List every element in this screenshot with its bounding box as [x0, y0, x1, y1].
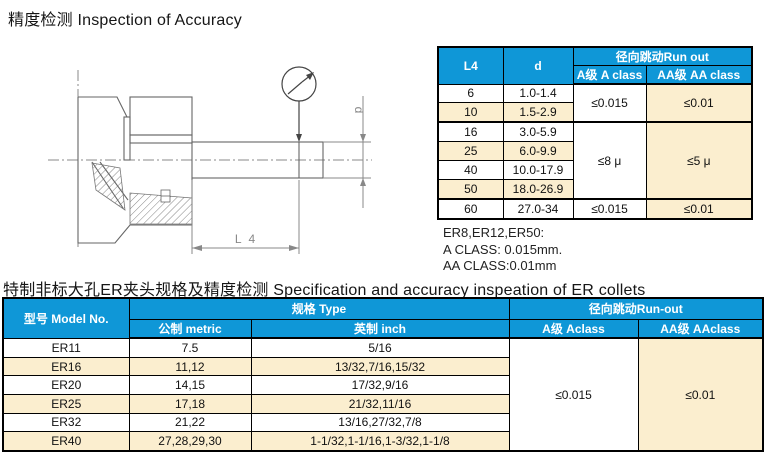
cell-a-class: ≤0.015	[572, 197, 647, 220]
table-row: 60 27.0-34 ≤0.015 ≤0.01	[437, 197, 753, 220]
cell-metric: 27,28,29,30	[128, 431, 252, 452]
cell-d: 1.0-1.4	[502, 83, 574, 104]
cell-a-class: ≤0.015	[572, 83, 647, 123]
note-line: ER8,ER12,ER50:	[443, 225, 545, 240]
cell-metric: 17,18	[128, 393, 252, 414]
dimension-l4	[191, 180, 300, 254]
cell-model: ER16	[2, 356, 130, 377]
cell-d: 6.0-9.9	[502, 141, 574, 162]
dimension-l4-label: L 4	[235, 232, 257, 246]
table-row: ER20 14,15 17/32,9/16	[2, 375, 763, 395]
header-l4: L4	[437, 46, 504, 85]
cell-l4: 40	[437, 160, 504, 180]
note-line: A CLASS: 0.015mm.	[443, 241, 563, 257]
cell-l4: 25	[437, 141, 504, 162]
header-inch: 英制 inch	[250, 318, 510, 339]
cell-aa-class: ≤0.01	[645, 83, 753, 123]
cell-l4: 6	[437, 83, 504, 104]
cell-inch: 13/32,7/16,15/32	[250, 356, 510, 377]
table-row: 6 1.0-1.4 ≤0.015 ≤0.01	[437, 83, 753, 123]
cell-model: ER20	[2, 375, 130, 395]
cell-l4: 60	[437, 197, 504, 220]
header-a-class: A级 A class	[572, 65, 647, 85]
table-row: 10 1.5-2.9	[437, 102, 752, 123]
cell-l4: 50	[437, 178, 504, 200]
header-aa-class: AA级 AAclass	[637, 318, 764, 339]
table-row: ER11 7.5 5/16 ≤0.015 ≤0.01	[2, 337, 764, 452]
header-a-class: A级 Aclass	[508, 318, 639, 339]
table-row: ER32 21,22 13/16,27/32,7/8	[2, 412, 763, 433]
accuracy-notes: ER8,ER12,ER50: A CLASS: 0.015mm. AA CLAS…	[443, 225, 562, 275]
header-aa-class: AA级 AA class	[645, 65, 753, 85]
cell-model: ER40	[2, 431, 130, 452]
header-metric: 公制 metric	[128, 318, 252, 339]
table-row: ER40 27,28,29,30 1-1/32,1-1/16,1-3/32,1-…	[2, 431, 763, 452]
table-header-row: L4 d 径向跳动Run out	[437, 46, 753, 85]
collet-runout-diagram: L 4 d	[48, 66, 372, 254]
cell-inch: 21/32,11/16	[250, 393, 510, 414]
cell-d: 18.0-26.9	[502, 178, 574, 200]
dial-indicator-icon	[281, 66, 317, 142]
cell-d: 1.5-2.9	[502, 102, 574, 123]
cell-a-class: ≤0.015	[508, 337, 639, 452]
table-header-row: 型号 Model No. 规格 Type 径向跳动Run-out	[2, 297, 764, 339]
cell-d: 27.0-34	[502, 197, 574, 220]
header-model: 型号 Model No.	[2, 297, 130, 339]
table-row: 16 3.0-5.9 ≤8 μ ≤5 μ	[437, 121, 753, 200]
cell-metric: 21,22	[128, 412, 252, 433]
cell-inch: 13/16,27/32,7/8	[250, 412, 510, 433]
technical-drawing: L 4 d	[30, 40, 430, 270]
header-runout: 径向跳动Run out	[572, 46, 753, 66]
cell-inch: 17/32,9/16	[250, 375, 510, 395]
table-row: ER16 11,12 13/32,7/16,15/32	[2, 356, 763, 377]
table-header-row: 公制 metric 英制 inch A级 Aclass AA级 AAclass	[3, 318, 764, 339]
table-row: ER25 17,18 21/32,11/16	[2, 393, 763, 414]
collet-section-hatch	[91, 162, 193, 225]
page-title-accuracy: 精度检测 Inspection of Accuracy	[8, 12, 242, 29]
cell-d: 3.0-5.9	[502, 121, 574, 143]
cell-l4: 16	[437, 121, 504, 143]
dimension-d-label: d	[352, 107, 366, 114]
cell-inch: 5/16	[250, 337, 510, 358]
cell-aa-class: ≤5 μ	[645, 121, 753, 200]
test-bar	[191, 141, 324, 179]
cell-a-class: ≤8 μ	[572, 121, 647, 200]
page-title-specification: 特制非标大孔ER夹头规格及精度检测 Specification and accu…	[3, 282, 646, 299]
header-runout: 径向跳动Run-out	[508, 297, 764, 320]
table-row: 40 10.0-17.9	[437, 160, 752, 180]
specification-table: 型号 Model No. 规格 Type 径向跳动Run-out 公制 metr…	[2, 297, 764, 452]
cell-aa-class: ≤0.01	[645, 197, 753, 220]
cell-model: ER11	[2, 337, 130, 358]
cell-metric: 14,15	[128, 375, 252, 395]
accuracy-table: L4 d 径向跳动Run out A级 A class AA级 AA class…	[437, 46, 754, 220]
cell-metric: 11,12	[128, 356, 252, 377]
cell-inch: 1-1/32,1-1/16,1-3/32,1-1/8	[250, 431, 510, 452]
note-line: AA CLASS:0.01mm	[443, 258, 557, 273]
cell-d: 10.0-17.9	[502, 160, 574, 180]
table-row: 25 6.0-9.9	[437, 141, 752, 162]
cell-l4: 10	[437, 102, 504, 123]
cell-model: ER32	[2, 412, 130, 433]
dimension-d	[323, 96, 371, 208]
header-d: d	[502, 46, 574, 85]
cell-aa-class: ≤0.01	[637, 337, 764, 452]
cell-model: ER25	[2, 393, 130, 414]
cell-metric: 7.5	[128, 337, 252, 358]
table-header-row: A级 A class AA级 AA class	[438, 65, 753, 85]
header-type: 规格 Type	[128, 297, 510, 320]
